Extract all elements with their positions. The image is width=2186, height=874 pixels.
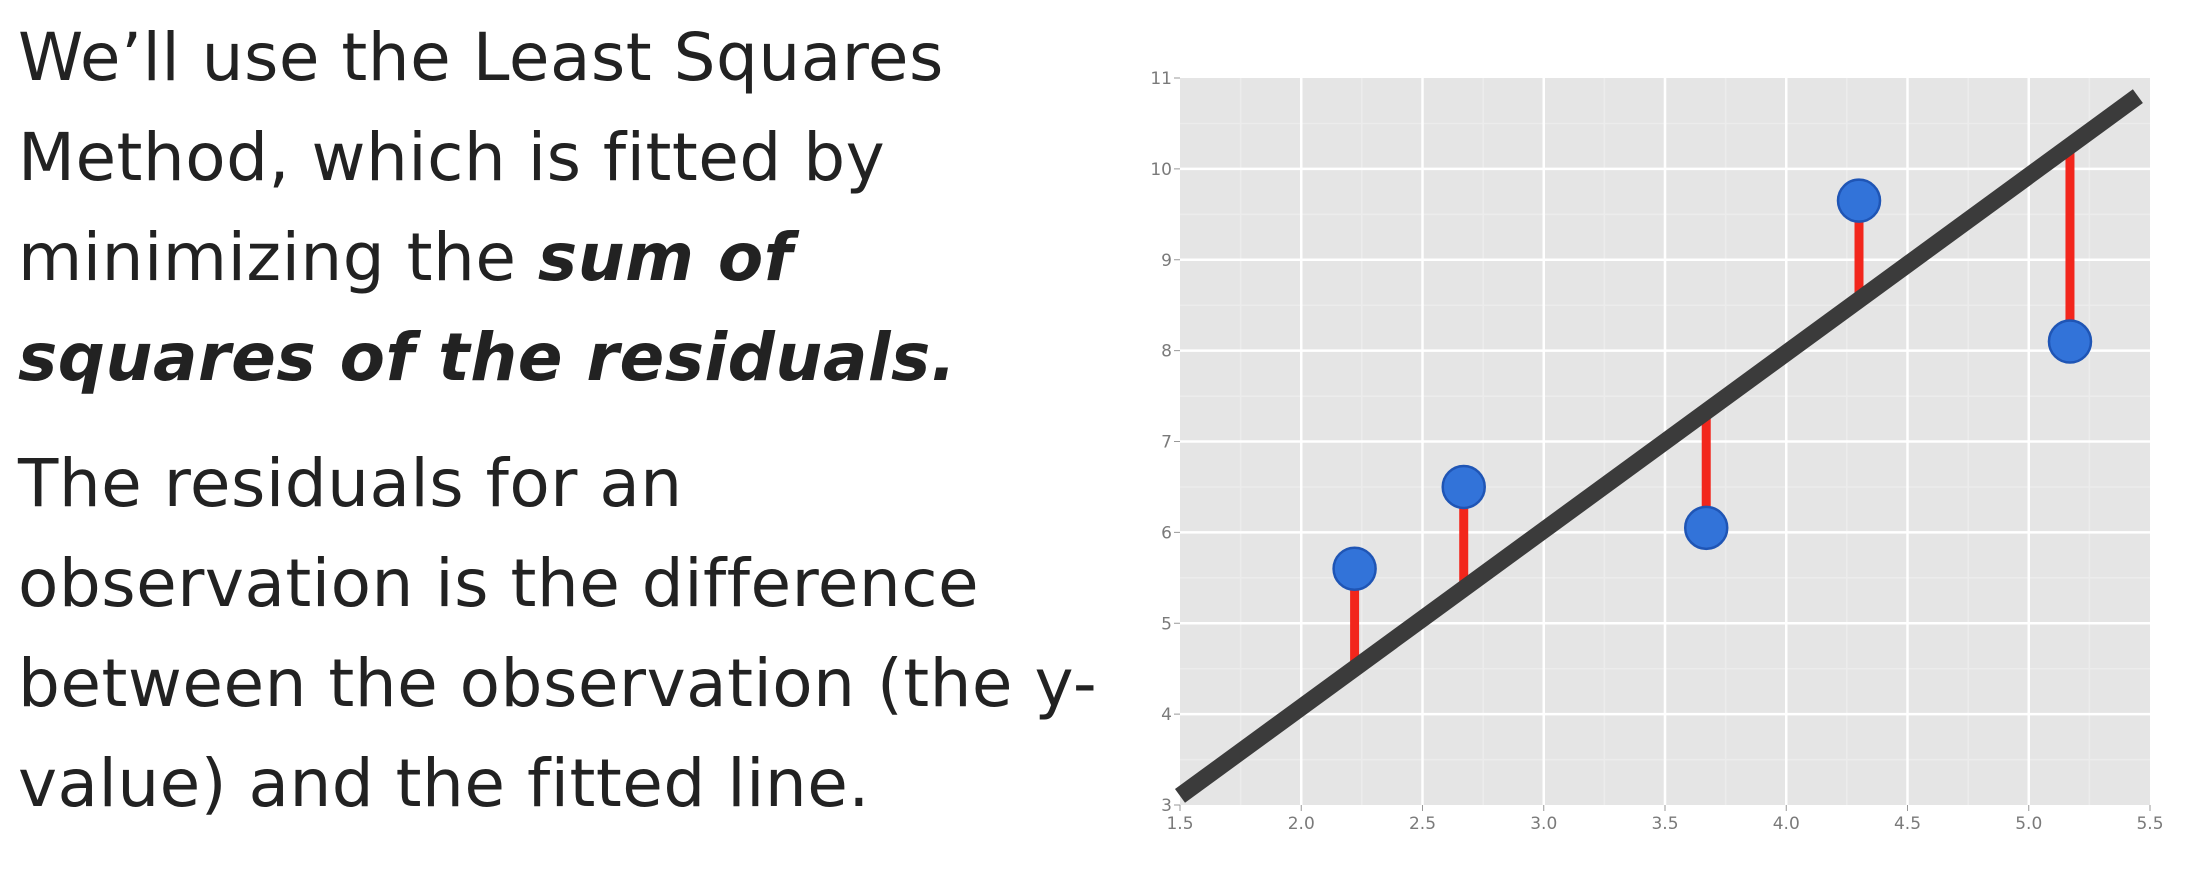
data-point [1441,464,1486,510]
y-tick-label: 7 [1161,433,1172,453]
explanation-text: We’ll use the Least Squares Method, whic… [18,8,1098,834]
y-tick-label: 10 [1150,160,1172,180]
y-tick-label: 8 [1161,342,1172,362]
y-tick-label: 4 [1161,705,1172,725]
x-tick-label: 5.5 [2136,814,2163,834]
y-tick-label: 3 [1161,796,1172,816]
data-point [1836,178,1882,223]
x-tick-label: 3.5 [1651,814,1678,834]
data-point [1683,505,1729,551]
least-squares-sentence: We’ll use the Least Squares Method, whic… [18,19,944,296]
least-squares-paragraph: We’ll use the Least Squares Method, whic… [18,8,1098,408]
data-point [2047,319,2093,364]
x-tick-label: 2.5 [1409,814,1436,834]
x-tick-label: 2.0 [1288,814,1315,834]
residual-definition-paragraph: The residuals for an observation is the … [18,445,1098,822]
sum-of-squares-emphasis: sum of squares of the residuals. [18,219,957,396]
x-tick-label: 4.5 [1894,814,1921,834]
x-tick-label: 1.5 [1166,814,1193,834]
fitted-regression-line [1174,89,2143,803]
x-tick-label: 5.0 [2015,814,2042,834]
x-tick-label: 3.0 [1530,814,1557,834]
y-tick-label: 6 [1161,523,1172,543]
x-tick-label: 4.0 [1773,814,1800,834]
y-tick-label: 5 [1161,614,1172,634]
regression-chart: 1.5 2.0 2.5 3.0 3.5 4.0 4.5 5.0 5.5 3 4 5 6 7 8 9 10 11 [1150,69,2163,834]
data-point [1332,546,1377,591]
y-tick-label: 11 [1150,69,1172,89]
y-tick-label: 9 [1161,251,1172,271]
